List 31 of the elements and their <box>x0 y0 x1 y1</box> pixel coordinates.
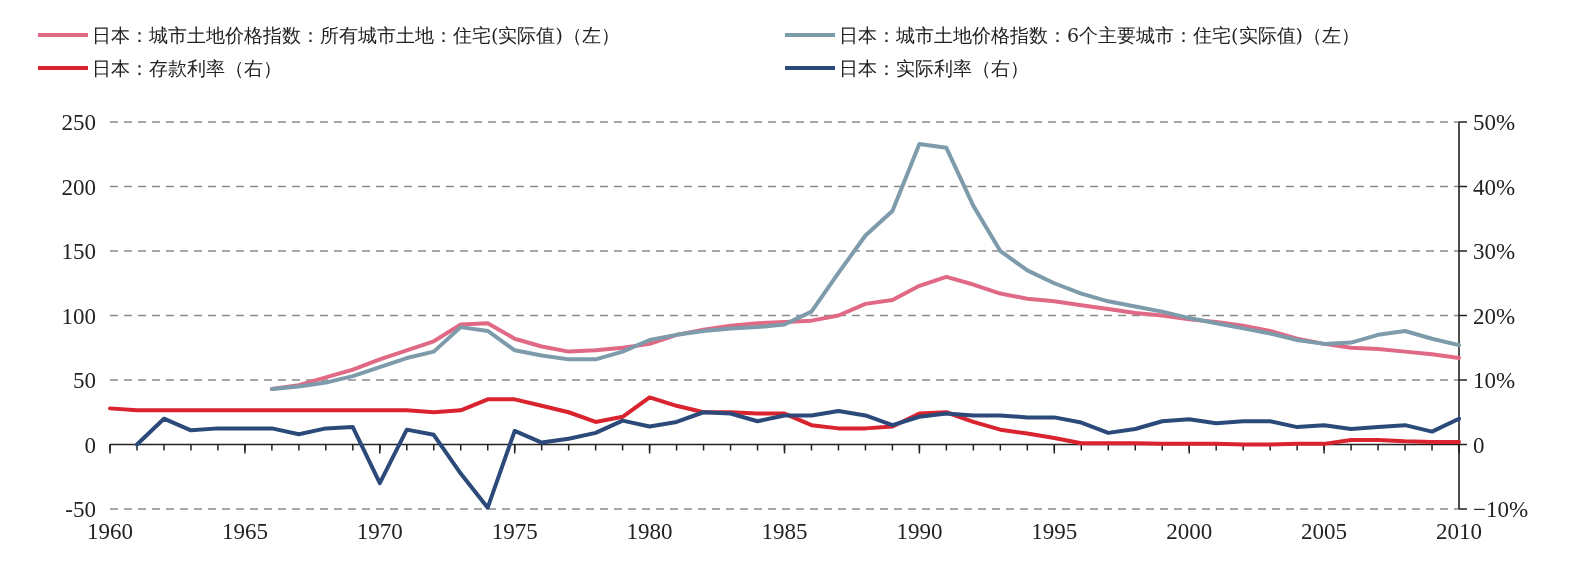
y-tick-label: -50 <box>65 497 96 522</box>
y2-tick-label: 50% <box>1473 110 1516 135</box>
x-tick-label: 1965 <box>221 519 268 544</box>
y-tick-label: 100 <box>61 303 96 329</box>
x-tick-label: 1970 <box>356 519 403 544</box>
y2-tick-label: 0 <box>1473 432 1485 458</box>
legend-label: 日本：城市土地价格指数：6个主要城市：住宅(实际值)（左） <box>839 24 1360 46</box>
x-tick-label: 2005 <box>1301 519 1348 544</box>
y-tick-label: 50 <box>73 368 96 393</box>
y2-tick-label: 20% <box>1473 303 1516 329</box>
x-tick-label: 1960 <box>87 519 133 544</box>
x-tick-label: 1975 <box>491 519 538 544</box>
x-tick-label: 1990 <box>896 519 943 544</box>
y2-tick-label: 30% <box>1473 239 1516 264</box>
y-tick-label: 150 <box>61 239 96 264</box>
y2-tick-label: 40% <box>1473 174 1516 200</box>
x-tick-label: 1995 <box>1031 519 1078 544</box>
x-tick-label: 1980 <box>626 519 673 544</box>
y-tick-label: 0 <box>84 432 96 458</box>
y-tick-label: 250 <box>61 110 96 135</box>
x-tick-label: 2000 <box>1166 519 1213 544</box>
y2-tick-label: 10% <box>1473 368 1516 393</box>
line-series <box>134 408 1461 510</box>
y2-tick-label: −10% <box>1473 497 1529 522</box>
line-series <box>269 141 1461 392</box>
x-tick-label: 1985 <box>761 519 808 544</box>
y-tick-label: 200 <box>61 174 96 200</box>
legend-label: 日本：实际利率（右） <box>839 57 1029 79</box>
x-tick-label: 2010 <box>1436 519 1482 544</box>
legend-label: 日本：城市土地价格指数：所有城市土地：住宅(实际值)（左） <box>92 24 620 46</box>
legend-label: 日本：存款利率（右） <box>92 57 282 79</box>
